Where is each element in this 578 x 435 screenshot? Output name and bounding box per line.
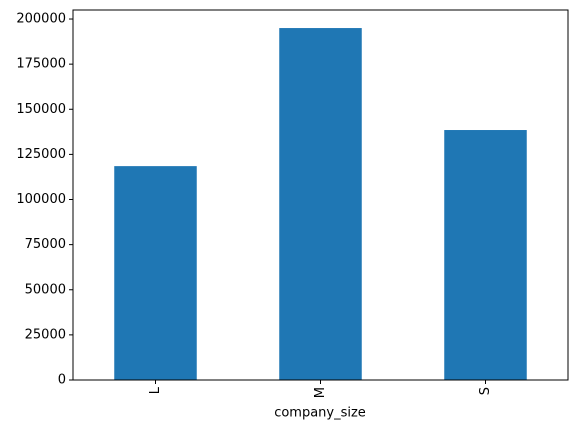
y-tick-label: 150000	[16, 102, 66, 117]
y-tick-label: 100000	[16, 192, 66, 207]
y-tick-label: 75000	[25, 237, 66, 252]
x-tick-label: M	[313, 387, 328, 398]
bar	[279, 28, 362, 381]
y-tick-label: 200000	[16, 12, 66, 27]
y-tick-label: 50000	[25, 282, 66, 297]
x-tick-label: L	[148, 386, 163, 394]
bar	[444, 130, 527, 380]
x-axis-label: company_size	[274, 406, 366, 421]
x-tick-label: S	[478, 387, 493, 395]
y-tick-label: 0	[58, 373, 66, 388]
y-tick-label: 125000	[16, 147, 66, 162]
y-tick-label: 175000	[16, 57, 66, 72]
bar	[114, 166, 197, 380]
y-tick-label: 25000	[25, 327, 66, 342]
plot-frame	[72, 9, 569, 381]
